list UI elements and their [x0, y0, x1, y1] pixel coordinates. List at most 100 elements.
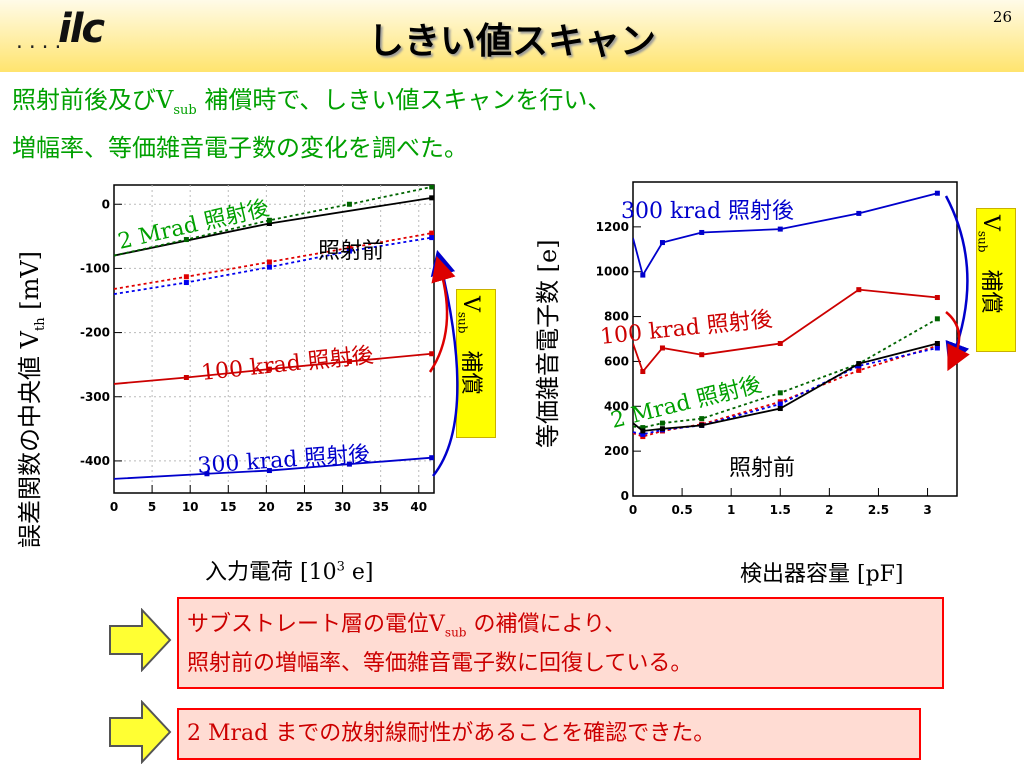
intro-text-a: 照射前後及び: [12, 86, 156, 114]
left-arrow-red: [428, 255, 456, 373]
right-xlabel-text: 検出器容量: [740, 562, 857, 587]
right-y-tick-label: 600: [604, 354, 629, 368]
right-series-5-point: [699, 422, 705, 428]
right-y-tick-label: 0: [621, 489, 629, 503]
left-x-tick-label: 0: [110, 500, 118, 514]
left-series-5-point: [204, 471, 210, 477]
right-x-tick-label: 2.5: [868, 503, 889, 517]
right-series-2-point: [934, 316, 940, 322]
concl1-text-a: サブストレート層の電位: [187, 612, 430, 637]
left-x-tick-label: 10: [182, 500, 199, 514]
right-series-1-point: [777, 340, 783, 346]
right-series-2-point: [640, 425, 646, 431]
left-series-1-point: [183, 237, 189, 243]
left-xlabel-unit: [10: [300, 560, 337, 585]
left-x-tick-label: 25: [296, 500, 313, 514]
right-series-4-point: [640, 431, 646, 437]
left-series-3-point: [346, 248, 352, 254]
right-x-tick-label: 1: [727, 503, 735, 517]
right-series-label: 照射前: [729, 456, 795, 481]
right-y-tick-label: 800: [604, 310, 629, 324]
left-x-tick-label: 5: [148, 500, 156, 514]
left-series-2-point: [429, 230, 434, 236]
left-series-4-point: [429, 351, 434, 357]
intro-sub: sub: [173, 102, 197, 118]
right-series-0-point: [934, 190, 940, 196]
page-number: 26: [992, 8, 1012, 26]
left-xlabel-text: 入力電荷: [205, 560, 300, 585]
conclusion-1-line-1: サブストレート層の電位Vsub の補償により、: [187, 609, 934, 648]
right-series-5-point: [934, 340, 940, 346]
conclusion-box-1: サブストレート層の電位Vsub の補償により、 照射前の増幅率、等価雑音電子数に…: [177, 597, 944, 689]
right-series-label: 300 krad 照射後: [621, 199, 794, 224]
header-bar: .... ilc しきい値スキャン 26: [0, 0, 1024, 72]
conclusion-arrow-1: [109, 608, 172, 672]
left-series-3-point: [183, 280, 189, 286]
left-series-2-point: [346, 245, 352, 251]
right-x-tick-label: 2: [825, 503, 833, 517]
ilc-logo: ilc: [58, 6, 105, 52]
left-arrow-blue: [430, 249, 459, 477]
right-series-4-point: [777, 401, 783, 407]
left-series-5-point: [429, 455, 434, 461]
right-series-1-point: [699, 352, 705, 358]
right-series-0-point: [856, 210, 862, 216]
right-y-tick-label: 1200: [597, 220, 629, 234]
left-series-4-point: [266, 366, 272, 372]
right-x-tick-label: 3: [923, 503, 931, 517]
left-vsub-label: Vsub 補償: [456, 289, 496, 438]
intro-text-b: 補償時で、しきい値スキャンを行い、: [196, 86, 612, 114]
left-series-1-point: [346, 201, 352, 207]
right-x-tick-label: 0: [629, 503, 637, 517]
left-series-1-point: [429, 185, 434, 190]
left-y-tick-label: -300: [80, 390, 110, 404]
left-series-1-point: [266, 217, 272, 223]
left-xlabel-end: e]: [344, 560, 374, 585]
right-series-2-point: [699, 416, 705, 422]
left-series-0-point: [429, 195, 434, 201]
left-series-2-point: [266, 259, 272, 265]
conclusion-arrow-2: [109, 700, 172, 764]
left-series-2-point: [183, 274, 189, 280]
intro-line-2: 増幅率、等価雑音電子数の変化を調べた。: [12, 134, 468, 162]
left-y-tick-label: -400: [80, 454, 110, 468]
right-series-5-point: [659, 426, 665, 432]
right-y-tick-label: 200: [604, 444, 629, 458]
left-series-4-point: [346, 358, 352, 364]
right-series-0-point: [777, 226, 783, 232]
right-plot-frame: [632, 181, 958, 497]
left-series-group: [114, 185, 434, 480]
right-arrow-red: [945, 311, 970, 372]
right-series-label-word: 照射後: [728, 199, 794, 224]
left-series-4-point: [183, 375, 189, 380]
right-x-tick-label: 0.5: [671, 503, 692, 517]
conclusion-box-2: 2 Mrad までの放射線耐性があることを確認できた。: [177, 708, 921, 760]
right-series-2-point: [777, 390, 783, 396]
intro-v: V: [156, 86, 174, 114]
right-y-tick-label: 1000: [597, 265, 629, 279]
left-x-tick-label: 35: [372, 500, 389, 514]
logo-dots: ....: [14, 32, 66, 53]
right-series-4-point: [934, 345, 940, 351]
right-series-0-point: [640, 272, 646, 278]
right-arrow-blue: [944, 195, 970, 368]
left-xlabel-sup: 3: [336, 559, 345, 575]
left-x-tick-label: 15: [220, 500, 237, 514]
left-series-line-1: [114, 186, 432, 257]
left-series-5-point: [266, 468, 272, 474]
right-series-5-point: [777, 406, 783, 412]
left-x-axis-label: 入力電荷 [103 e]: [205, 554, 373, 586]
intro-line-1: 照射前後及びVsub 補償時で、しきい値スキャンを行い、: [12, 80, 611, 118]
left-series-label: 照射前: [318, 239, 384, 264]
left-series-5-point: [346, 461, 352, 467]
right-series-1-point: [856, 287, 862, 293]
right-xlabel-unit: [pF]: [857, 562, 904, 587]
left-x-tick-label: 40: [410, 500, 427, 514]
conclusion-1-line-2: 照射前の増幅率、等価雑音電子数に回復している。: [187, 651, 693, 677]
right-series-2-point: [659, 420, 665, 426]
left-x-tick-label: 20: [258, 500, 275, 514]
left-y-tick-label: -100: [80, 261, 110, 275]
concl1-text-b: の補償により、: [466, 612, 627, 637]
right-x-axis-label: 検出器容量 [pF]: [740, 556, 904, 588]
